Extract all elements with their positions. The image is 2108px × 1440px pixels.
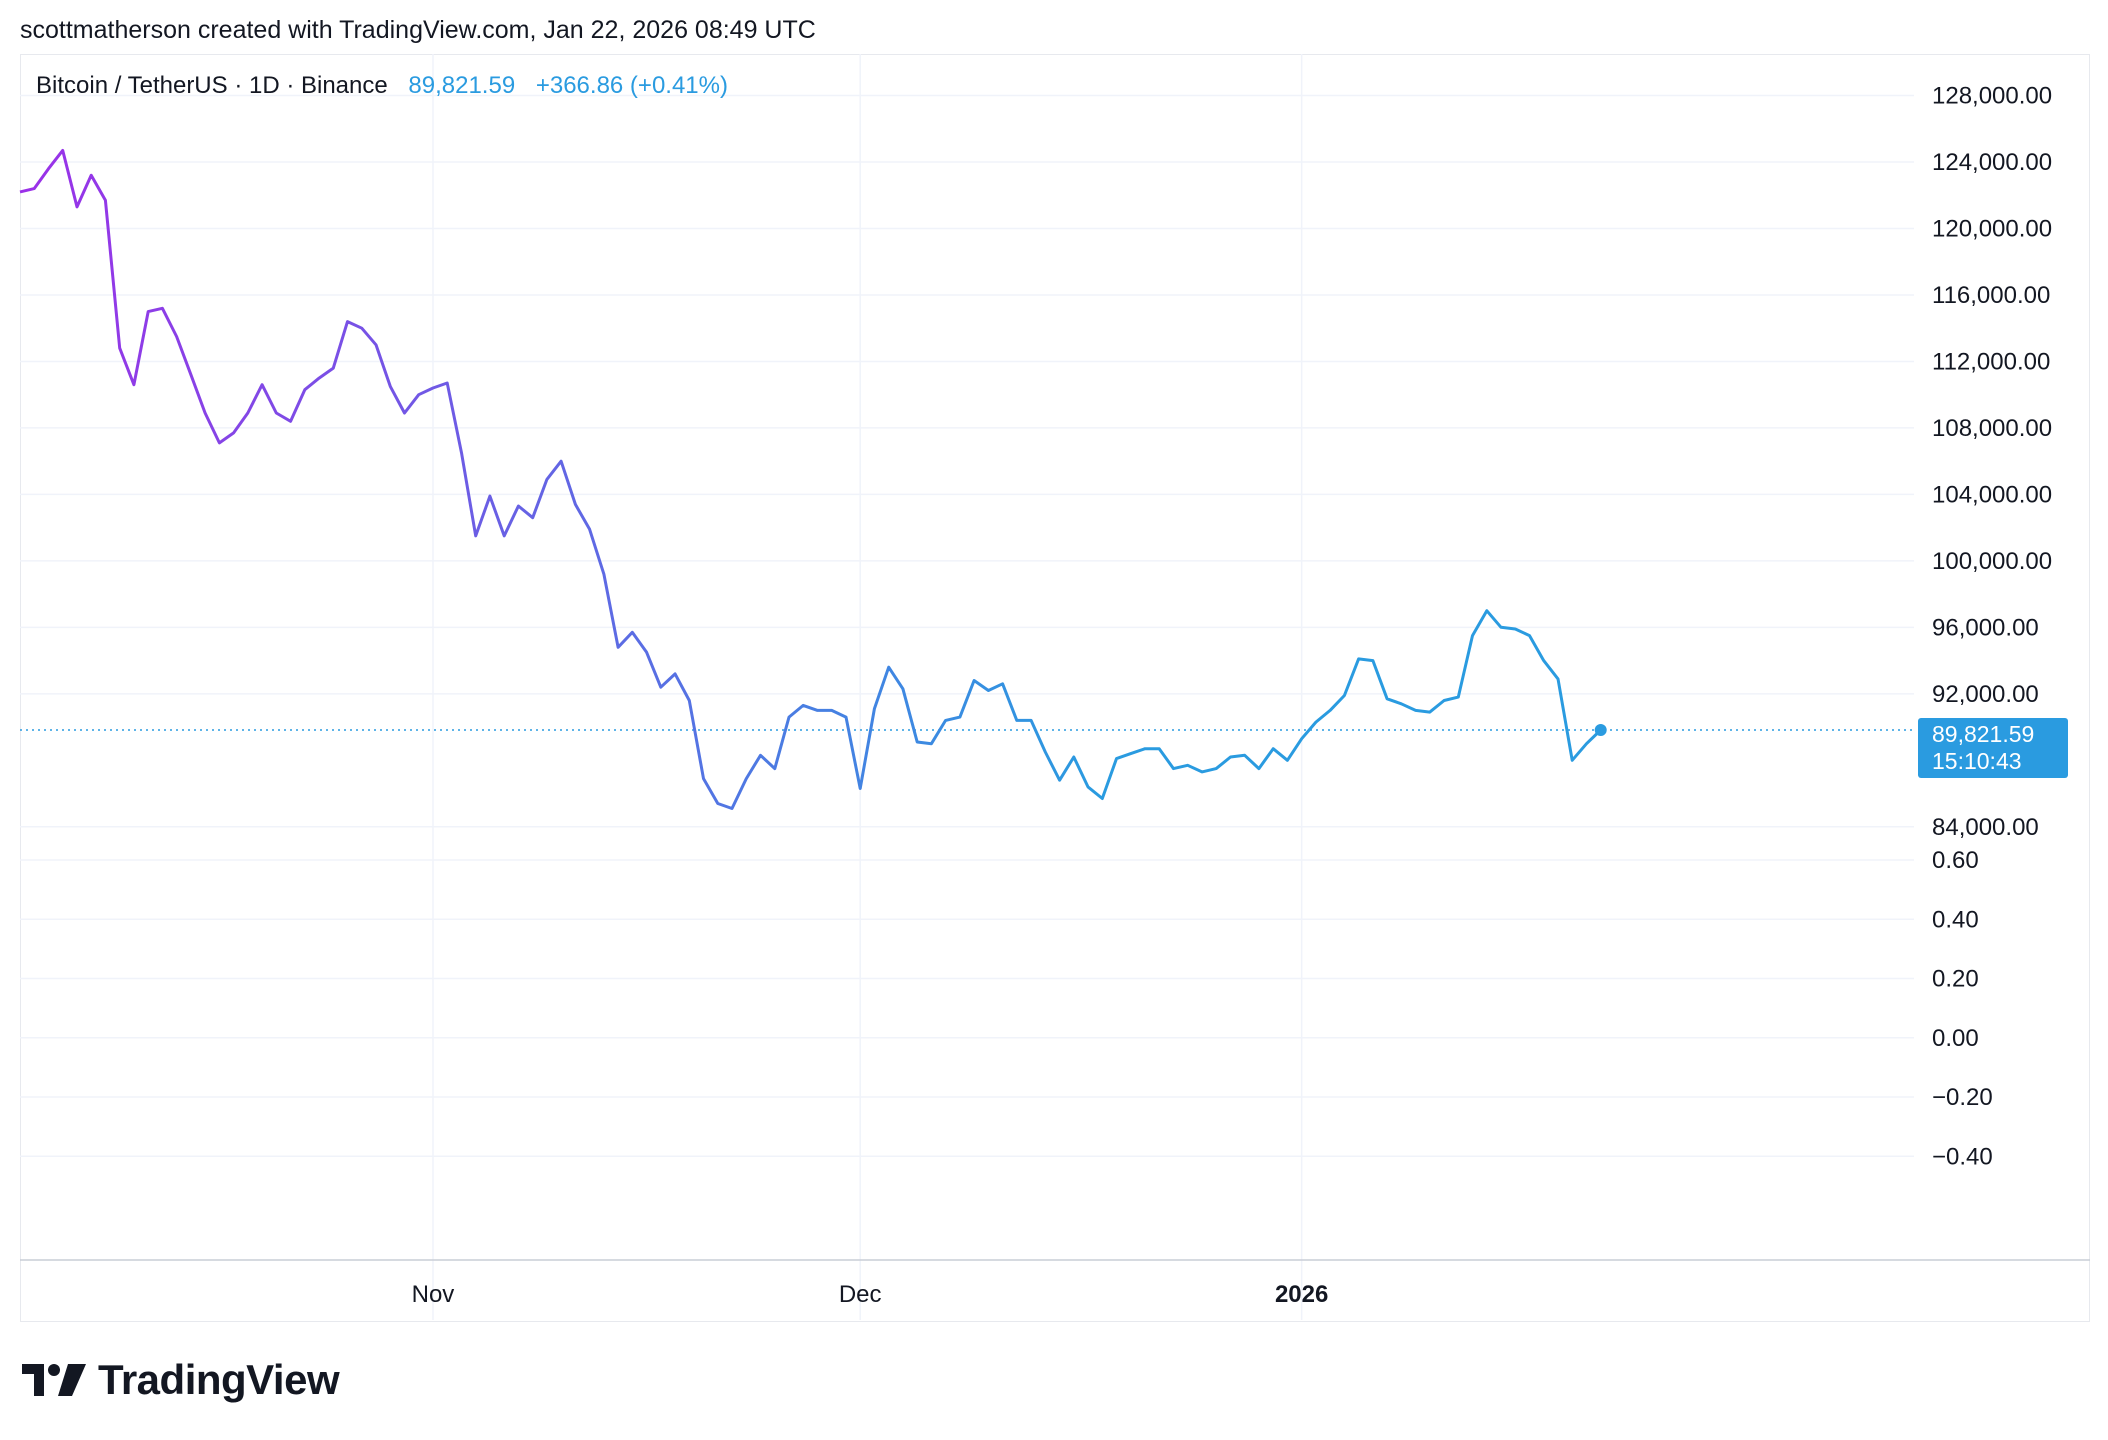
oscillator-tick-label: 0.60 (1932, 847, 1979, 874)
oscillator-tick-label: 0.20 (1932, 966, 1979, 993)
price-tick-label: 92,000.00 (1932, 681, 2039, 708)
oscillator-tick-label: 0.00 (1932, 1025, 1979, 1052)
symbol-legend[interactable]: Bitcoin / TetherUS · 1D · Binance 89,821… (36, 72, 728, 100)
legend-change: +366.86 (+0.41%) (535, 72, 728, 99)
price-tick-label: 128,000.00 (1932, 83, 2052, 110)
tradingview-logo[interactable]: TradingView (22, 1356, 340, 1404)
price-axis[interactable]: 128,000.00 124,000.00 120,000.00 116,000.00… (1932, 83, 2052, 841)
grid-lines (20, 54, 1914, 1320)
price-tick-label: 84,000.00 (1932, 814, 2039, 841)
last-price-value: 89,821.59 (1932, 721, 2035, 748)
price-tick-label: 112,000.00 (1932, 348, 2050, 375)
oscillator-axis[interactable]: 0.60 0.40 0.20 0.00 −0.20 −0.40 (1932, 847, 1993, 1170)
price-tick-label: 120,000.00 (1932, 215, 2052, 242)
last-price-tag: 89,821.59 15:10:43 (1918, 718, 2068, 779)
price-series-line[interactable] (19, 148, 1602, 810)
price-tick-label: 108,000.00 (1932, 415, 2052, 442)
last-price-dot (1594, 724, 1607, 737)
chart-caption: scottmatherson created with TradingView.… (20, 16, 816, 44)
chart-frame (20, 54, 2090, 1322)
oscillator-tick-label: −0.20 (1932, 1084, 1993, 1111)
oscillator-tick-label: −0.40 (1932, 1143, 1993, 1170)
price-tick-label: 100,000.00 (1932, 548, 2052, 575)
price-tick-label: 96,000.00 (1932, 614, 2039, 641)
time-tick-label: Dec (839, 1281, 882, 1308)
time-axis[interactable]: Nov Dec 2026 (412, 1281, 1329, 1308)
price-tick-label: 104,000.00 (1932, 481, 2052, 508)
price-tick-label: 116,000.00 (1932, 282, 2050, 309)
tradingview-logo-icon (22, 1364, 86, 1396)
time-tick-label: Nov (412, 1281, 455, 1308)
bar-countdown: 15:10:43 (1932, 748, 2022, 775)
oscillator-tick-label: 0.40 (1932, 906, 1979, 933)
legend-price: 89,821.59 (408, 72, 516, 99)
price-tick-label: 124,000.00 (1932, 149, 2052, 176)
tradingview-logo-text: TradingView (98, 1356, 340, 1403)
time-tick-label: 2026 (1275, 1281, 1328, 1308)
symbol-title: Bitcoin / TetherUS · 1D · Binance (36, 72, 388, 99)
